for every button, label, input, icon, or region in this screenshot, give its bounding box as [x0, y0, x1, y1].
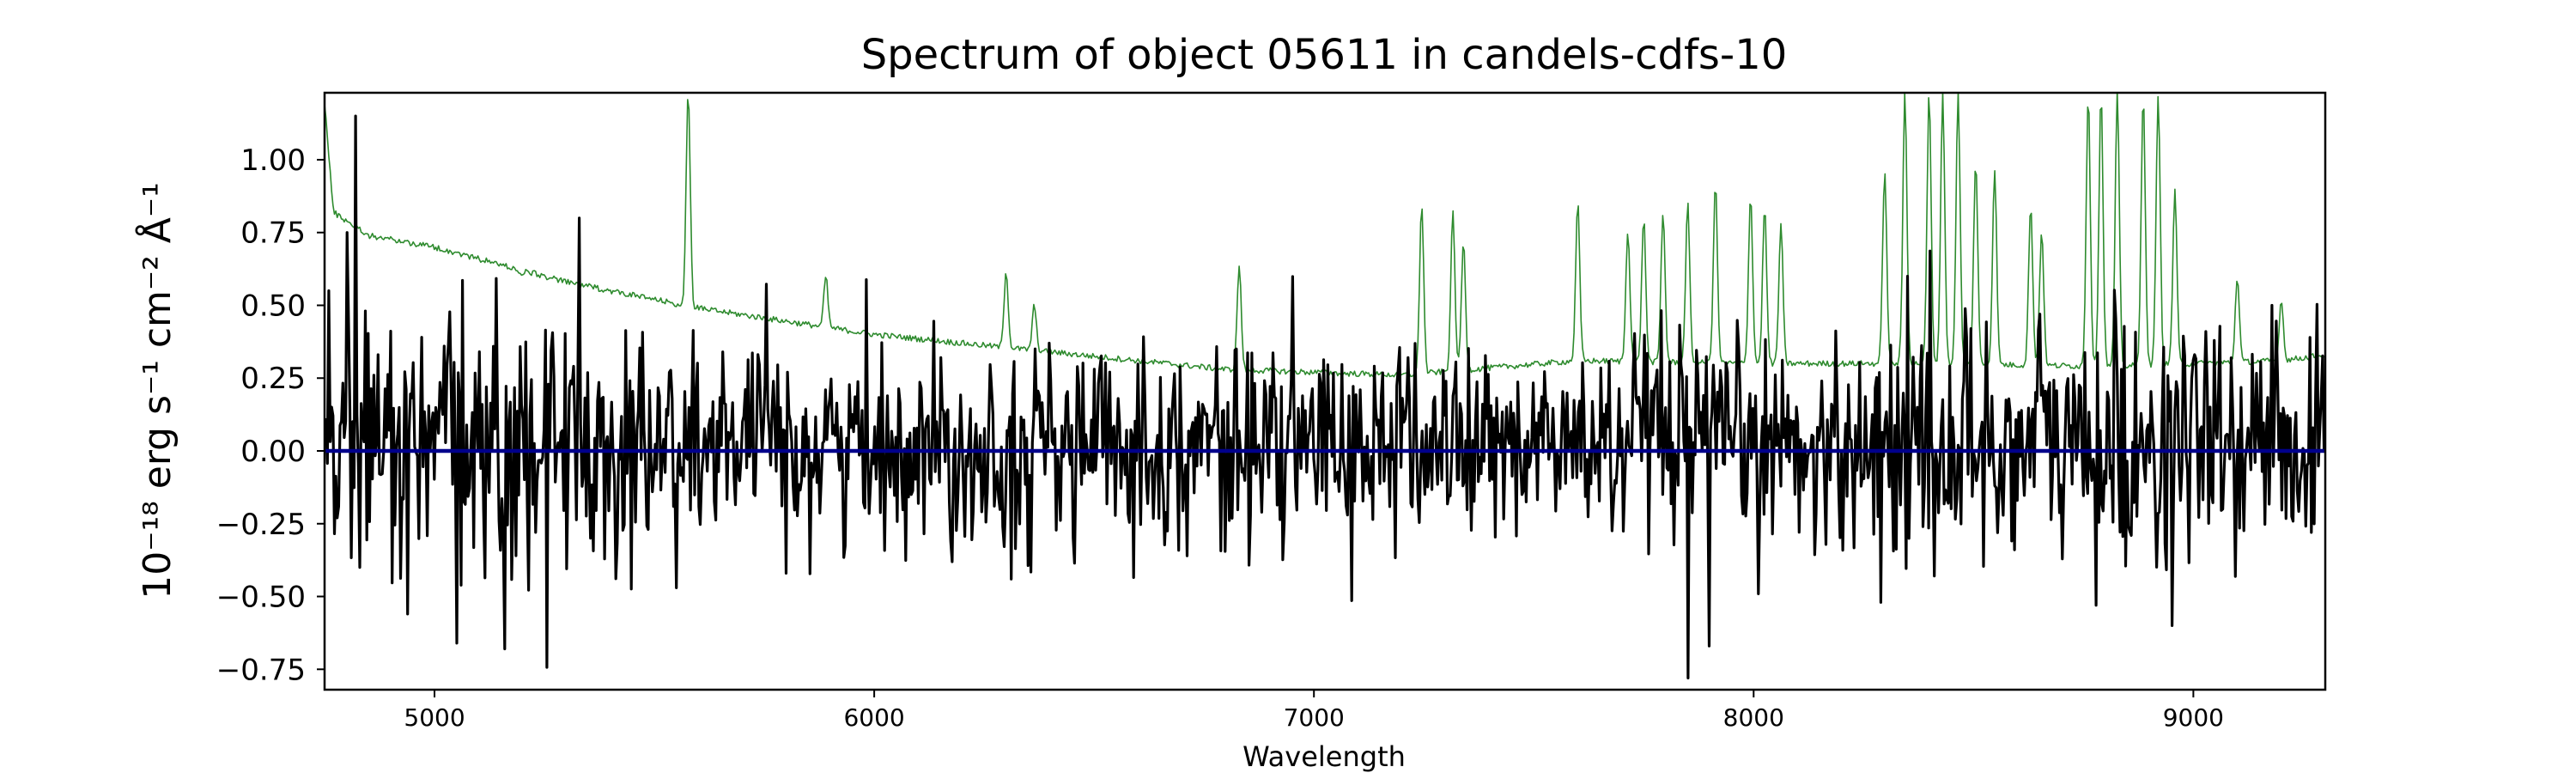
y-tick-label: 0.00 [240, 435, 306, 469]
y-tick-label: 0.75 [240, 216, 306, 251]
y-axis: 1.00 0.75 0.50 0.25 0.00 −0.25 −0.50 −0.75 [216, 143, 325, 687]
x-tick-label: 6000 [843, 703, 904, 732]
x-tick-label: 8000 [1723, 703, 1784, 732]
y-tick-label: 0.50 [240, 289, 306, 323]
y-axis-label: 10⁻¹⁸ erg s⁻¹ cm⁻² Å⁻¹ [134, 182, 179, 599]
x-axis: 5000 6000 7000 8000 9000 [404, 690, 2224, 732]
y-tick-label: −0.75 [216, 653, 306, 687]
y-tick-label: 0.25 [240, 362, 306, 396]
y-tick-label: −0.25 [216, 508, 306, 542]
y-tick-label: −0.50 [216, 581, 306, 615]
x-axis-label: Wavelength [1242, 740, 1406, 773]
y-tick-label: 1.00 [240, 143, 306, 178]
flux-series-line [325, 114, 2325, 679]
x-tick-label: 7000 [1284, 703, 1345, 732]
plot-frame [323, 91, 2327, 691]
chart-title: Spectrum of object 05611 in candels-cdfs… [861, 31, 1788, 79]
x-tick-label: 5000 [404, 703, 465, 732]
x-tick-label: 9000 [2163, 703, 2224, 732]
plot-area [325, 93, 2325, 679]
